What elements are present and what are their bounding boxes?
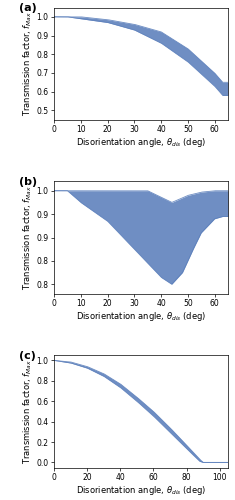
X-axis label: Disorientation angle, $\theta_{dis}$ (deg): Disorientation angle, $\theta_{dis}$ (de… [76, 484, 206, 497]
Y-axis label: Transmission factor, $f_{Max}$: Transmission factor, $f_{Max}$ [21, 185, 34, 290]
Text: (c): (c) [19, 351, 36, 361]
Text: (b): (b) [19, 177, 37, 187]
Text: (a): (a) [19, 3, 37, 13]
Y-axis label: Transmission factor, $f_{Max}$: Transmission factor, $f_{Max}$ [21, 11, 34, 116]
Y-axis label: Transmission factor, $f_{Max}$: Transmission factor, $f_{Max}$ [21, 359, 34, 464]
X-axis label: Disorientation angle, $\theta_{dis}$ (deg): Disorientation angle, $\theta_{dis}$ (de… [76, 136, 206, 149]
X-axis label: Disorientation angle, $\theta_{dis}$ (deg): Disorientation angle, $\theta_{dis}$ (de… [76, 310, 206, 323]
